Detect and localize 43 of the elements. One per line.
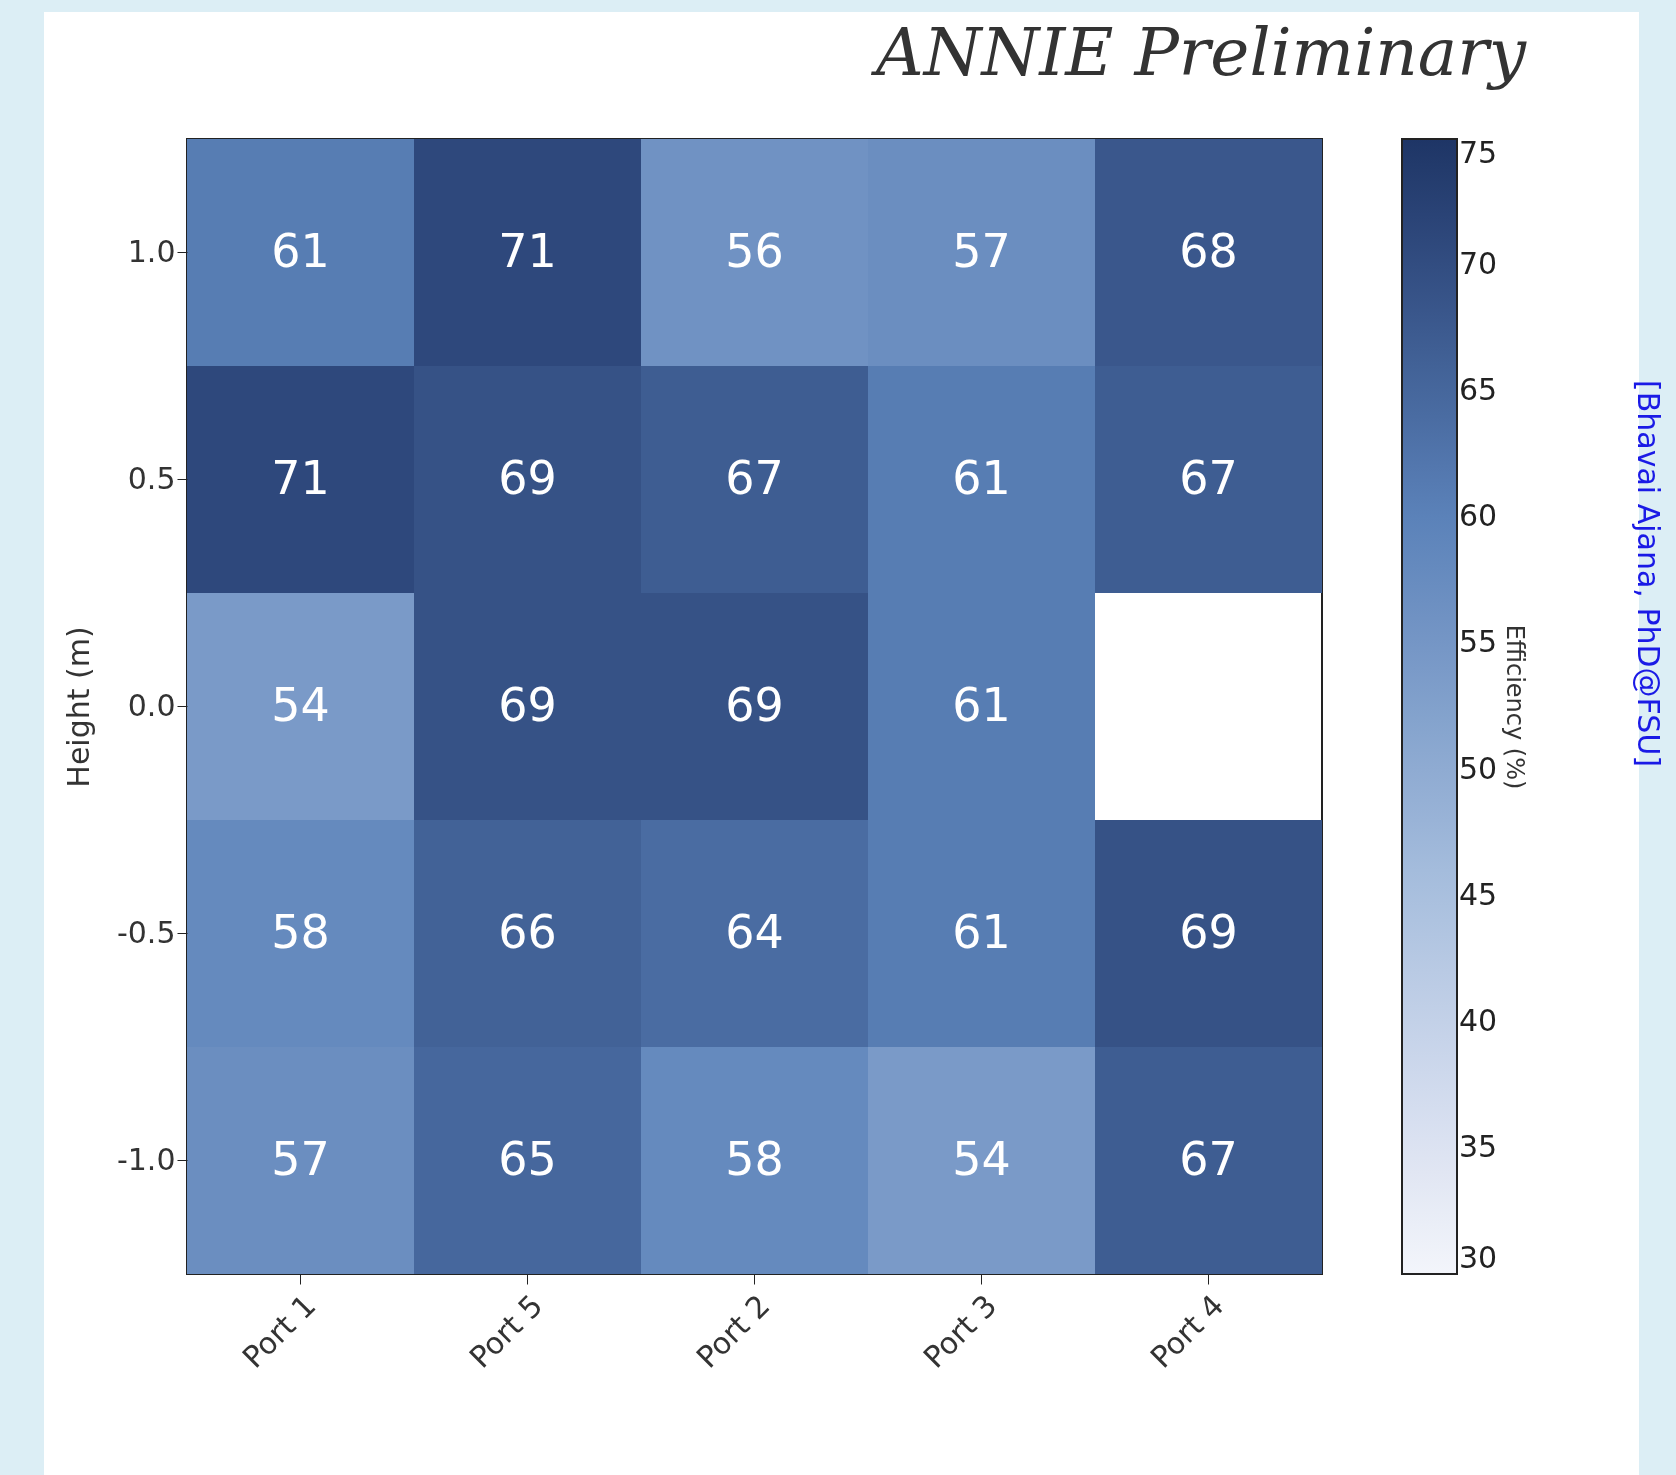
color-bar-label: 50 xyxy=(1459,750,1498,786)
data-label: 67 xyxy=(1179,1131,1238,1186)
data-label: 66 xyxy=(498,904,557,959)
color-bar-label: 70 xyxy=(1459,246,1498,282)
color-bar-label: 40 xyxy=(1459,1002,1498,1038)
data-label: 64 xyxy=(725,904,784,959)
data-label: 61 xyxy=(952,904,1011,959)
data-label: 69 xyxy=(725,677,784,732)
color-bar-label: 65 xyxy=(1459,372,1498,408)
data-label: 69 xyxy=(498,450,557,505)
y-axis-title: Height (m) xyxy=(60,626,96,788)
data-label: 67 xyxy=(725,450,784,505)
data-label: 65 xyxy=(498,1131,557,1186)
data-label: 58 xyxy=(271,904,330,959)
y-tick-label: -1.0 xyxy=(116,1141,176,1177)
color-bar-label: 35 xyxy=(1459,1128,1498,1164)
color-bar-title: Efficiency (%) xyxy=(1501,624,1529,790)
y-tick-label: 1.0 xyxy=(127,233,176,269)
y-tick-label: 0.5 xyxy=(127,460,176,496)
data-label: 69 xyxy=(498,677,557,732)
data-label: 61 xyxy=(271,223,330,278)
data-label: 58 xyxy=(725,1131,784,1186)
data-label: 54 xyxy=(952,1131,1011,1186)
data-label: 71 xyxy=(498,223,557,278)
data-label: 61 xyxy=(952,677,1011,732)
data-label: 71 xyxy=(271,450,330,505)
y-tick-label: 0.0 xyxy=(127,687,176,723)
data-label: 57 xyxy=(271,1131,330,1186)
color-bar-label: 45 xyxy=(1459,876,1498,912)
color-bar-label: 30 xyxy=(1459,1240,1498,1275)
data-label: 69 xyxy=(1179,904,1238,959)
text: [Bhavai Ajana, PhD@FSU] xyxy=(1630,380,1666,768)
data-label: 56 xyxy=(725,223,784,278)
y-tick-label: -0.5 xyxy=(116,914,176,950)
data-label: 57 xyxy=(952,223,1011,278)
chart-title: ANNIE Preliminary xyxy=(869,14,1527,91)
color-bar-label: 55 xyxy=(1459,624,1498,660)
data-label: 67 xyxy=(1179,450,1238,505)
color-bar-label: 75 xyxy=(1459,135,1498,170)
data-label: 61 xyxy=(952,450,1011,505)
data-label: 68 xyxy=(1179,223,1238,278)
color-bar-label: 60 xyxy=(1459,498,1498,534)
data-label: 54 xyxy=(271,677,330,732)
